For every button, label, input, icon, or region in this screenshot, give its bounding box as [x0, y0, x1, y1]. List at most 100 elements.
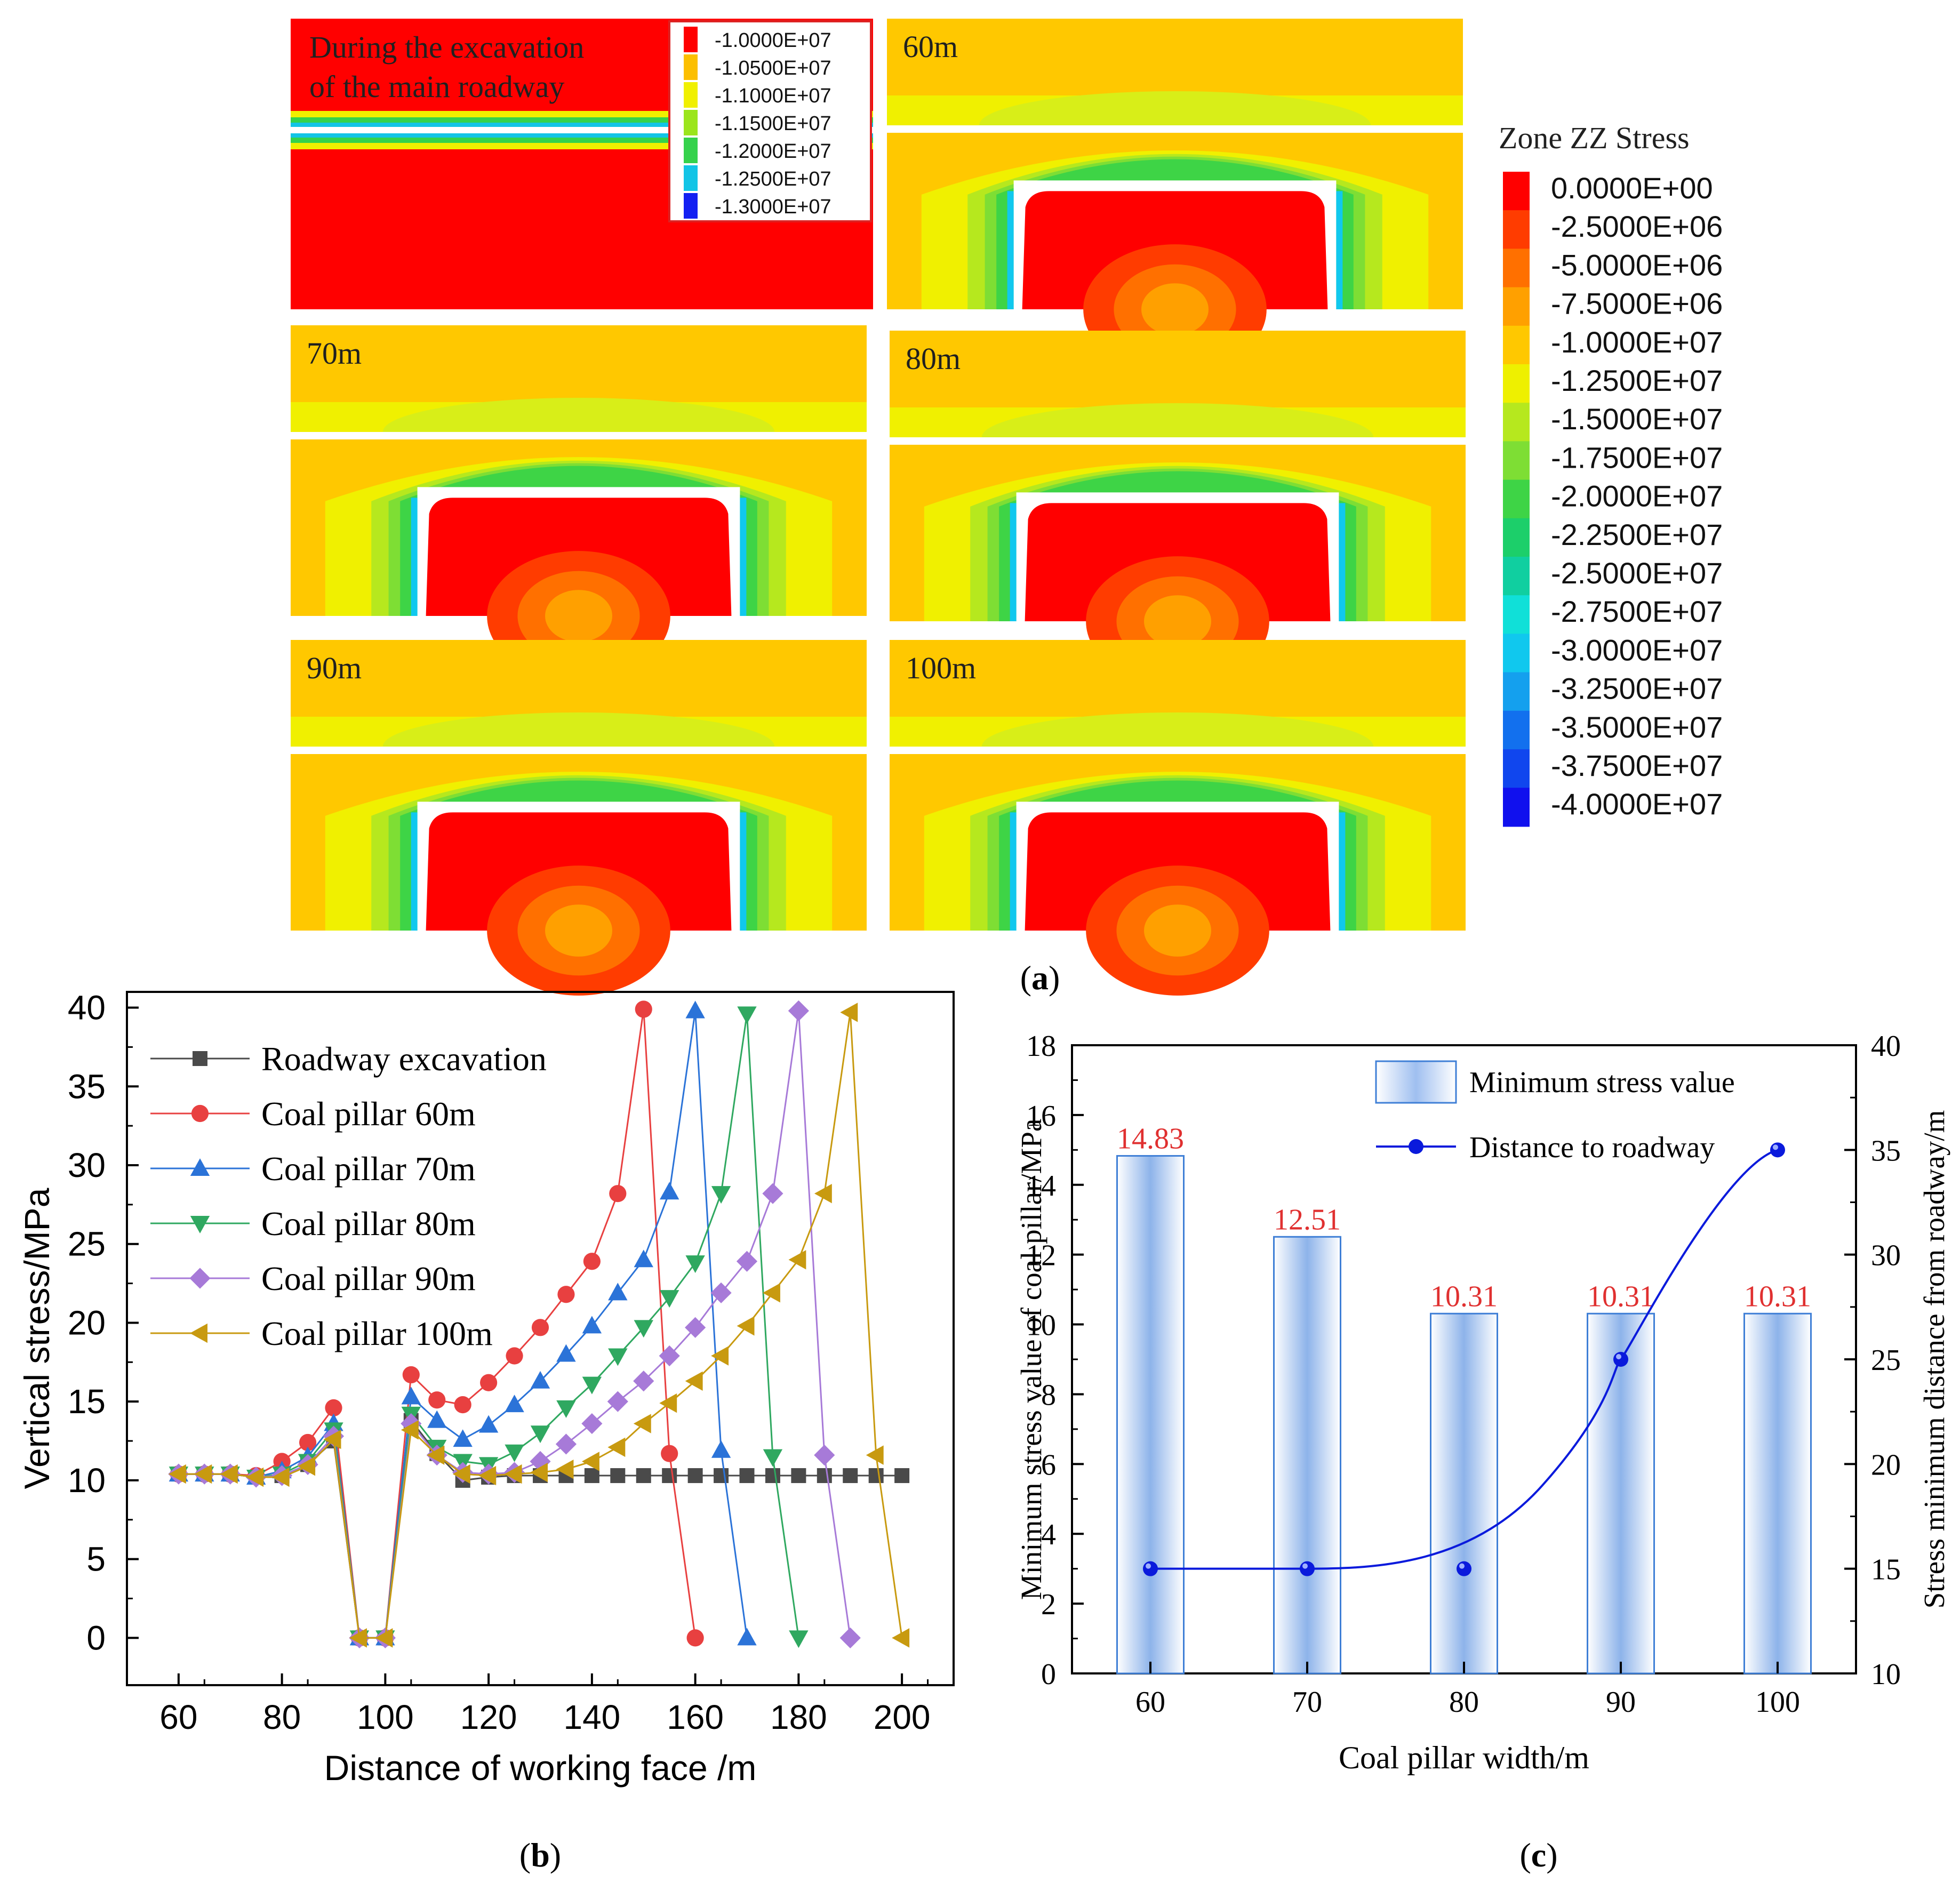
data-point: [608, 1348, 628, 1366]
data-point: [736, 1251, 758, 1272]
data-point: [634, 1249, 653, 1268]
data-point: [556, 1460, 574, 1479]
data-point: [557, 1286, 575, 1303]
small-legend-label: -1.3000E+07: [715, 196, 831, 218]
data-point: [710, 1282, 732, 1303]
data-point: [530, 1462, 548, 1483]
contour-panel-pillar: 100m: [890, 640, 1466, 996]
legend-label: -3.5000E+07: [1551, 710, 1723, 744]
data-point: [556, 1344, 576, 1362]
data-point: [323, 1429, 341, 1449]
legend-swatch: [1503, 634, 1530, 673]
x-tick-label: 100: [357, 1698, 414, 1736]
legend-label: Coal pillar 70m: [261, 1150, 476, 1188]
distance-point: [1613, 1352, 1628, 1367]
bar-data-label: 10.31: [1587, 1280, 1654, 1313]
x-axis-label: Coal pillar width/m: [1339, 1740, 1589, 1775]
data-point: [454, 1396, 471, 1414]
legend-label: Coal pillar 90m: [261, 1260, 476, 1297]
legend-label: -5.0000E+06: [1551, 248, 1723, 282]
data-point: [246, 1467, 264, 1487]
x-tick-label: 60: [1135, 1686, 1165, 1719]
legend-swatch: [1503, 749, 1530, 789]
small-contour-legend: -1.0000E+07 -1.0500E+07 -1.1000E+07 -1.1500…: [668, 20, 872, 222]
data-point: [763, 1283, 780, 1303]
legend-label: -3.7500E+07: [1551, 749, 1723, 782]
legend-swatch: [1503, 788, 1530, 827]
y-tick-label: 0: [1041, 1658, 1056, 1691]
bar: [1430, 1312, 1498, 1674]
data-point: [659, 1182, 679, 1200]
data-point: [325, 1399, 342, 1417]
x-tick-label: 60: [159, 1698, 197, 1736]
y-tick-label: 10: [68, 1461, 106, 1500]
small-legend-label: -1.0000E+07: [715, 29, 831, 52]
data-point: [636, 1468, 651, 1484]
legend-swatch: [1503, 672, 1530, 711]
bar: [1273, 1236, 1341, 1674]
legend-marker: [1409, 1139, 1423, 1154]
data-point: [737, 1628, 757, 1646]
small-legend-swatch: [684, 138, 698, 163]
pillar-core-band: [1141, 283, 1209, 335]
data-point: [765, 1468, 780, 1484]
panel-a-label: (a): [1020, 959, 1060, 997]
data-point: [840, 1003, 858, 1022]
data-point: [168, 1464, 186, 1484]
data-point: [659, 1345, 680, 1367]
panel-title: 70m: [307, 336, 362, 371]
y-tick-label: 16: [1026, 1100, 1056, 1133]
distance-point: [1300, 1561, 1315, 1576]
data-point: [271, 1467, 290, 1487]
side-stress-zone: [1336, 191, 1343, 309]
legend-label: Coal pillar 60m: [261, 1095, 476, 1133]
small-legend-swatch: [684, 165, 698, 191]
contour-panel-pillar: 90m: [291, 640, 867, 996]
data-point: [789, 1630, 809, 1648]
roadway-gap: [291, 432, 867, 439]
data-point: [401, 1387, 421, 1405]
legend-label: -1.2500E+07: [1551, 364, 1723, 397]
data-point: [633, 1414, 651, 1433]
contour-panel-excavation: During the excavation of the main roadwa…: [291, 19, 873, 309]
data-point: [739, 1468, 755, 1484]
distance-point: [1770, 1142, 1785, 1158]
data-point: [582, 1376, 602, 1395]
pillar-core-band: [1143, 595, 1212, 647]
data-point: [505, 1444, 524, 1462]
y-tick-label: 2: [1041, 1588, 1056, 1621]
data-point: [788, 1250, 806, 1270]
y-tick-label: 20: [68, 1303, 106, 1342]
side-stress-zone: [740, 812, 747, 931]
legend-swatch: [1503, 172, 1530, 211]
x-tick-label: 120: [460, 1698, 517, 1736]
roadway-gap: [291, 747, 867, 754]
data-point: [685, 1255, 705, 1273]
data-point: [427, 1445, 445, 1465]
chart-c-legend: Minimum stress value Distance to roadway: [1375, 1060, 1735, 1164]
data-point: [659, 1290, 679, 1308]
data-point: [737, 1316, 755, 1336]
y-axis-label: Vertical stress/MPa: [17, 1188, 57, 1489]
chart-vertical-stress: 60 80 100 120 140 160 180 200 0 5 10 15 20 25 30 35 40 R…: [17, 989, 955, 1874]
legend-label: -1.0000E+07: [1551, 325, 1723, 359]
data-point: [480, 1374, 498, 1391]
legend-swatch: [1503, 249, 1530, 288]
distance-point: [1457, 1561, 1471, 1576]
data-point: [608, 1283, 628, 1301]
data-point: [607, 1437, 626, 1457]
panel-title-line2: of the main roadway: [309, 69, 564, 104]
small-legend-swatch: [684, 27, 698, 52]
series-coal-pillar-100m: [168, 1003, 910, 1648]
legend-label: -2.5000E+06: [1551, 210, 1723, 243]
panel-c-label: (c): [1519, 1836, 1557, 1874]
panel-title: 90m: [307, 651, 362, 685]
side-stress-zone: [1010, 812, 1017, 931]
data-point: [711, 1346, 729, 1366]
data-point: [685, 1371, 703, 1391]
side-stress-zone: [1010, 503, 1017, 621]
data-point: [762, 1183, 783, 1204]
data-point: [453, 1429, 473, 1447]
plot-area-frame: [126, 991, 955, 1686]
data-point: [814, 1183, 832, 1204]
